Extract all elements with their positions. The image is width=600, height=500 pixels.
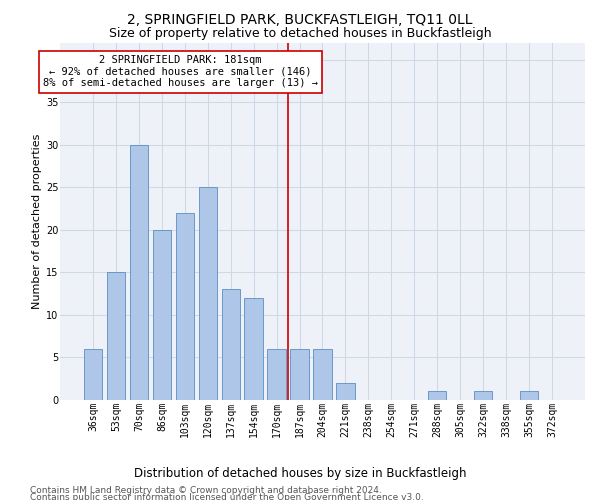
Y-axis label: Number of detached properties: Number of detached properties [32, 134, 42, 309]
Text: Contains HM Land Registry data © Crown copyright and database right 2024.: Contains HM Land Registry data © Crown c… [30, 486, 382, 495]
Bar [474, 392, 492, 400]
Text: Distribution of detached houses by size in Buckfastleigh: Distribution of detached houses by size … [134, 468, 466, 480]
Bar [268, 349, 286, 400]
Bar [428, 392, 446, 400]
Bar [84, 349, 102, 400]
Bar [221, 290, 240, 400]
Bar [107, 272, 125, 400]
Bar [153, 230, 171, 400]
Bar [290, 349, 309, 400]
Text: 2, SPRINGFIELD PARK, BUCKFASTLEIGH, TQ11 0LL: 2, SPRINGFIELD PARK, BUCKFASTLEIGH, TQ11… [127, 12, 473, 26]
Bar [313, 349, 332, 400]
Bar [244, 298, 263, 400]
Text: Size of property relative to detached houses in Buckfastleigh: Size of property relative to detached ho… [109, 28, 491, 40]
Text: 2 SPRINGFIELD PARK: 181sqm
← 92% of detached houses are smaller (146)
8% of semi: 2 SPRINGFIELD PARK: 181sqm ← 92% of deta… [43, 56, 318, 88]
Bar [199, 187, 217, 400]
Bar [520, 392, 538, 400]
Bar [336, 383, 355, 400]
Bar [176, 212, 194, 400]
Text: Contains public sector information licensed under the Open Government Licence v3: Contains public sector information licen… [30, 494, 424, 500]
Bar [130, 144, 148, 400]
